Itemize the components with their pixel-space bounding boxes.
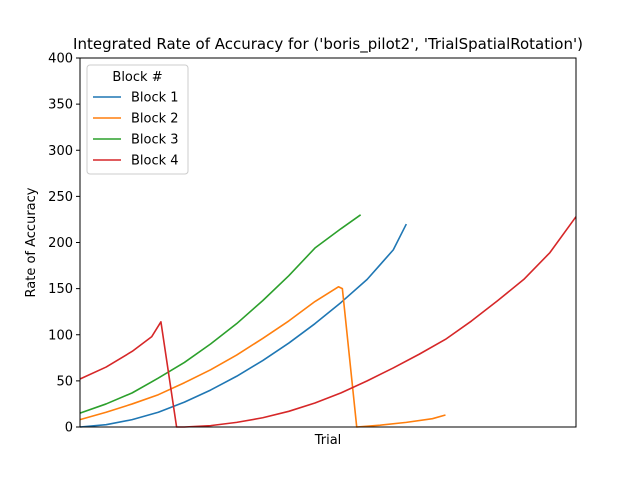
y-tick-label-200: 200 [48, 236, 73, 251]
series-line-block-1 [79, 223, 408, 428]
series-line-block-2 [79, 285, 446, 428]
legend-label-block-2: Block 2 [131, 112, 179, 127]
legend-entries: Block 1 Block 2 Block 3 Block 4 [93, 91, 179, 169]
y-tick-label-350: 350 [48, 98, 73, 113]
legend-title: Block # [112, 70, 162, 85]
y-tick-label-0: 0 [65, 421, 73, 436]
legend-label-block-4: Block 4 [131, 154, 179, 169]
legend: Block # Block 1 Block 2 Block 3 Block 4 [86, 64, 189, 175]
series-line-block-3 [79, 214, 362, 414]
chart-title: Integrated Rate of Accuracy for ('boris_… [73, 35, 583, 54]
series-line-block-4 [79, 216, 577, 428]
y-axis-label: Rate of Accuracy [24, 187, 39, 297]
y-tick-label-50: 50 [56, 374, 73, 389]
y-tick-label-100: 100 [48, 328, 73, 343]
series-layer [79, 214, 577, 428]
legend-label-block-1: Block 1 [131, 91, 179, 106]
y-tick-label-250: 250 [48, 190, 73, 205]
y-tick-label-400: 400 [48, 52, 73, 67]
y-tick-label-150: 150 [48, 282, 73, 297]
y-axis: 0 50 100 150 200 250 300 350 400 [48, 52, 80, 436]
x-axis-label: Trial [314, 433, 342, 448]
legend-frame [86, 64, 189, 175]
y-tick-label-300: 300 [48, 144, 73, 159]
legend-label-block-3: Block 3 [131, 133, 179, 148]
